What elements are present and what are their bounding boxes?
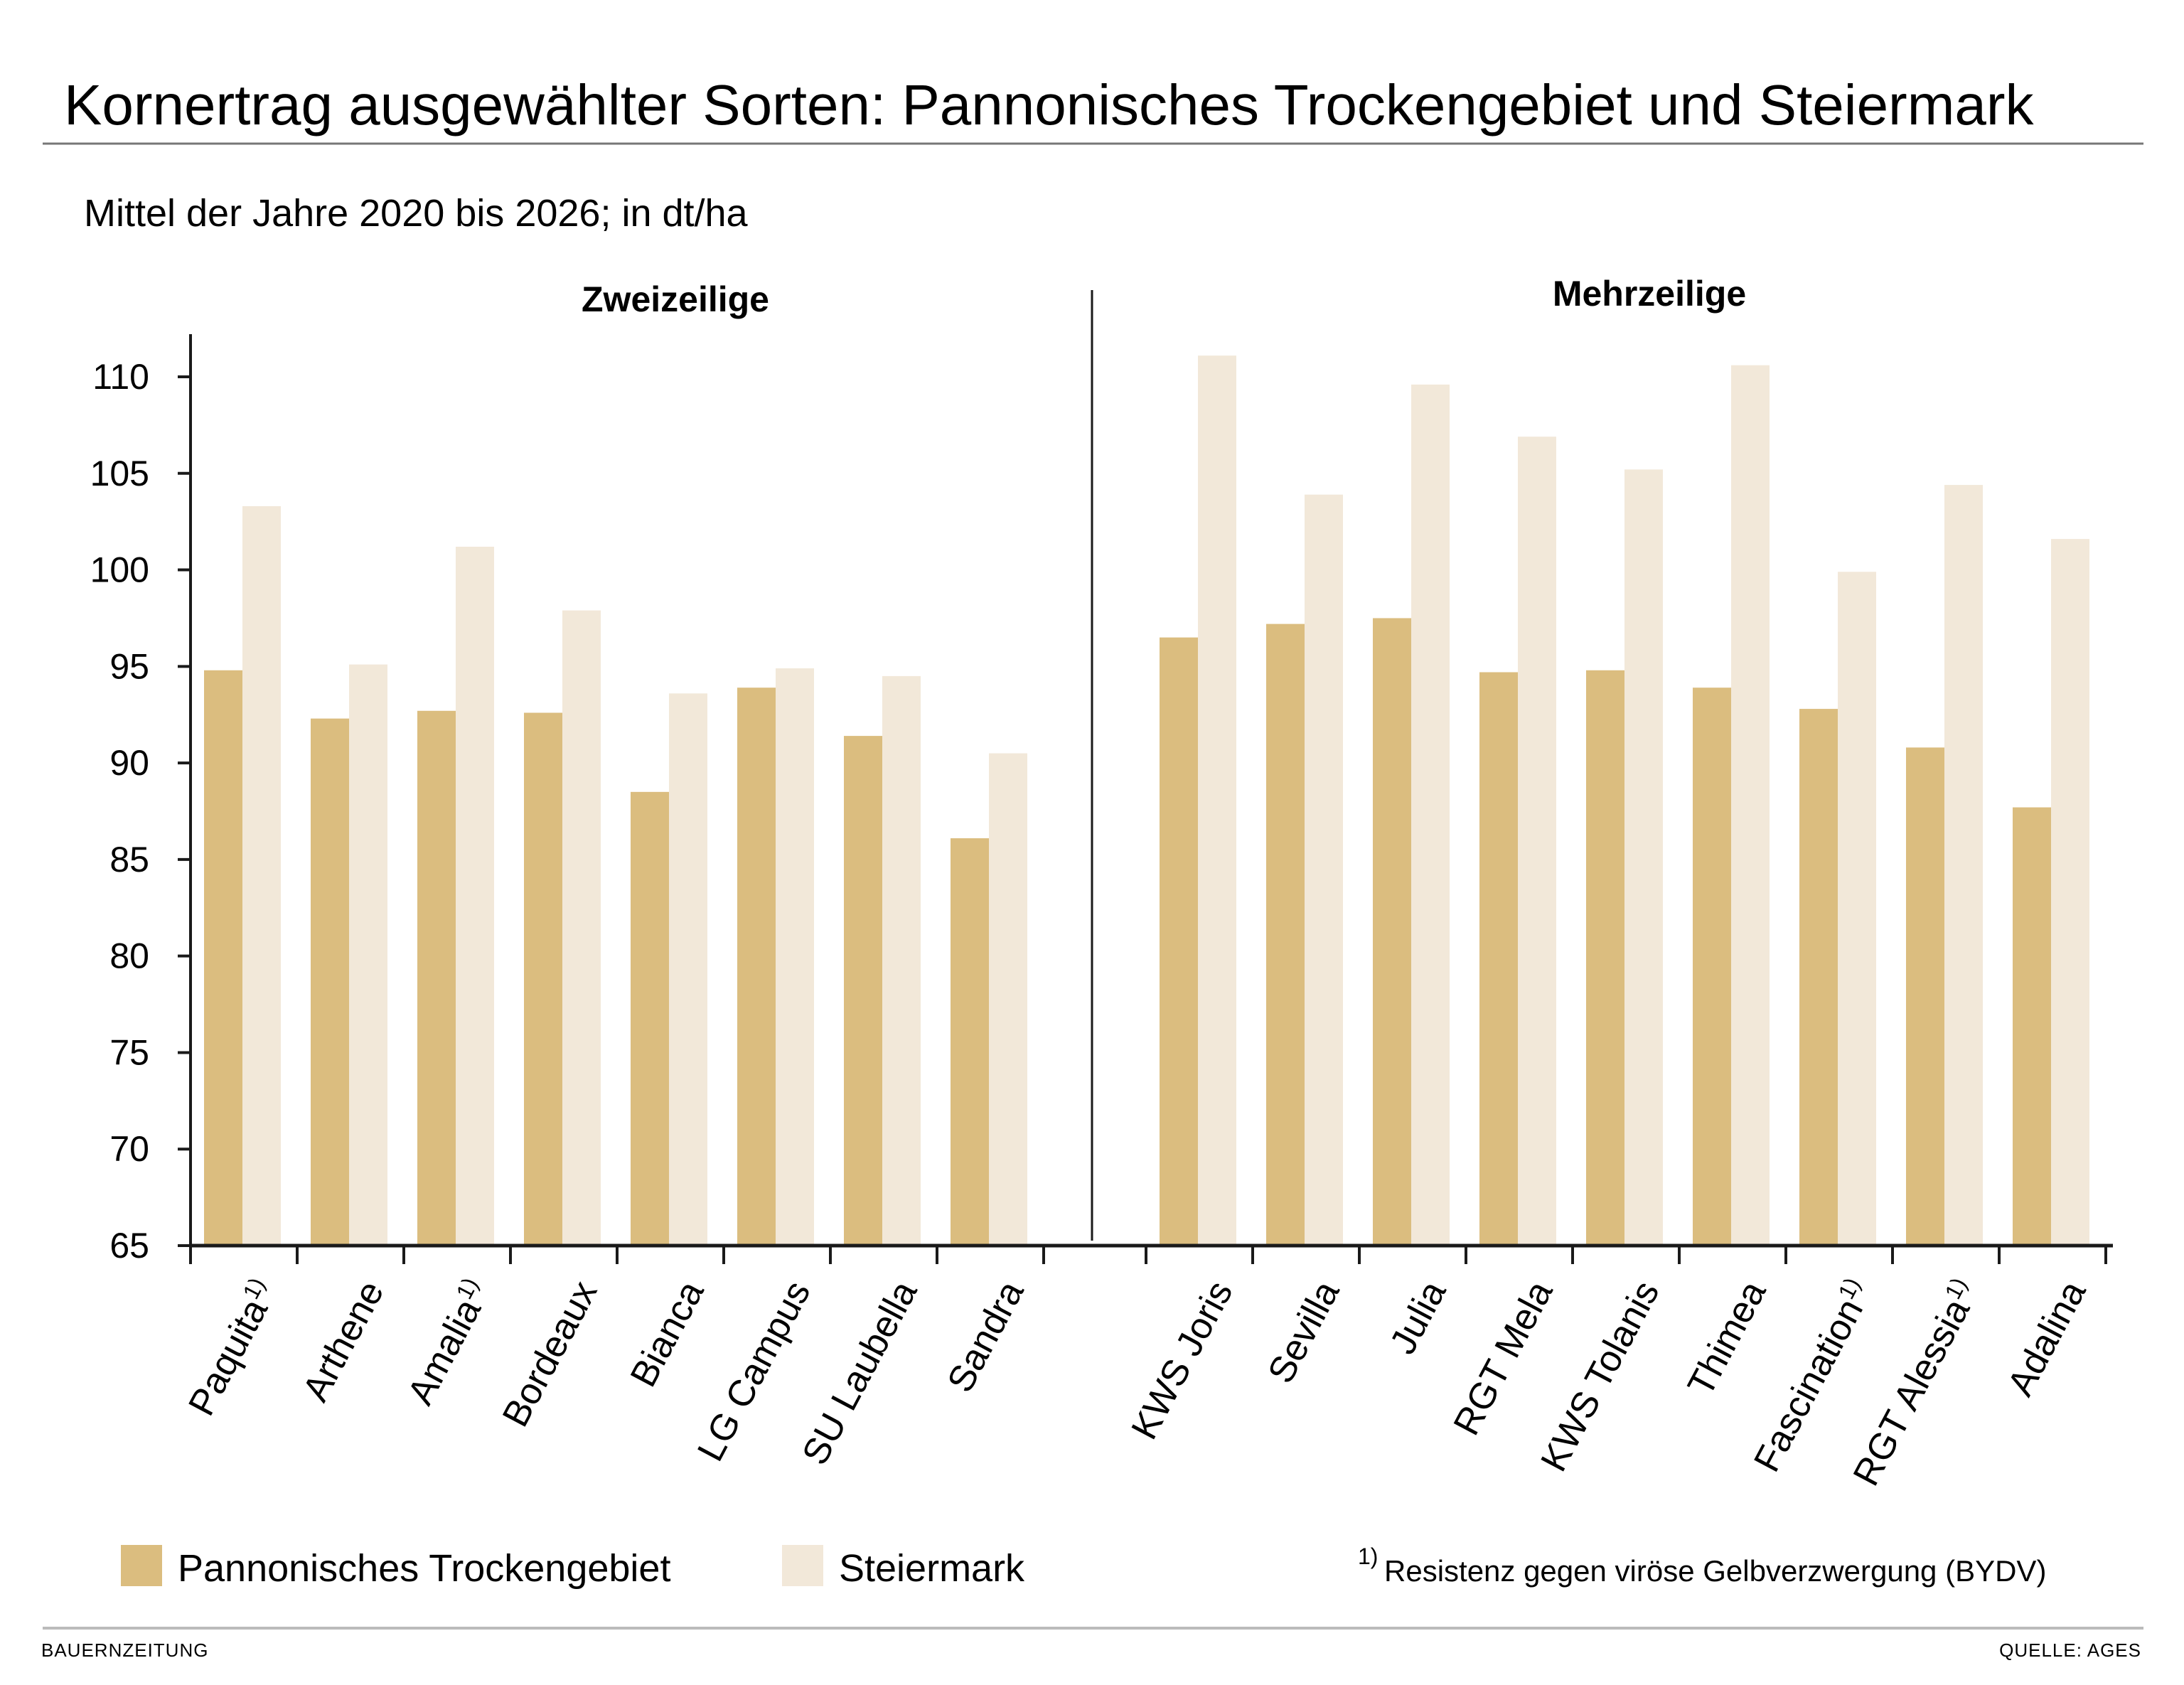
x-category-label: SU Laubella bbox=[794, 1274, 925, 1471]
bar-steiermark bbox=[1198, 355, 1236, 1246]
bar-pannonisches bbox=[1586, 670, 1624, 1246]
group-label-mehrzeilige: Mehrzeilige bbox=[1553, 274, 1746, 314]
bar-pannonisches bbox=[1799, 709, 1838, 1246]
bar-pannonisches bbox=[951, 838, 989, 1246]
y-tick-label: 85 bbox=[109, 840, 149, 879]
legend-label-steiermark: Steiermark bbox=[839, 1547, 1025, 1590]
bar-steiermark bbox=[1838, 572, 1876, 1246]
chart-subtitle: Mittel der Jahre 2020 bis 2026; in dt/ha bbox=[84, 192, 749, 235]
x-category-label: Arthene bbox=[295, 1274, 392, 1408]
bar-pannonisches bbox=[311, 718, 349, 1246]
bar-pannonisches bbox=[1266, 624, 1305, 1246]
bar-steiermark bbox=[669, 693, 707, 1246]
bar-steiermark bbox=[1411, 384, 1450, 1246]
x-category-label: Amalia1) bbox=[398, 1273, 499, 1411]
x-category-label: Paquita1) bbox=[179, 1273, 286, 1422]
footnote-mark: 1) bbox=[451, 1273, 483, 1303]
bars bbox=[204, 355, 2089, 1246]
bar-steiermark bbox=[2051, 539, 2089, 1246]
y-tick-label: 100 bbox=[90, 550, 149, 590]
bar-steiermark bbox=[882, 675, 921, 1246]
bar-steiermark bbox=[456, 546, 494, 1246]
bar-pannonisches bbox=[631, 791, 669, 1246]
bar-steiermark bbox=[1731, 365, 1770, 1246]
bar-pannonisches bbox=[524, 712, 562, 1246]
bar-steiermark bbox=[1518, 437, 1556, 1246]
footer-publisher: BAUERNZEITUNG bbox=[41, 1639, 208, 1661]
footnote-mark: 1) bbox=[237, 1273, 269, 1303]
x-category-label: Sandra bbox=[940, 1274, 1032, 1398]
y-tick-label: 80 bbox=[109, 936, 149, 976]
legend-swatch-steiermark bbox=[782, 1545, 823, 1586]
footnote-text: Resistenz gegen viröse Gelbverzwergung (… bbox=[1384, 1554, 2046, 1588]
footnote-mark: 1) bbox=[1939, 1273, 1971, 1303]
x-category-label: Bianca bbox=[623, 1274, 712, 1394]
bar-steiermark bbox=[1305, 494, 1343, 1246]
y-tick-label: 75 bbox=[109, 1032, 149, 1072]
y-tick-label: 105 bbox=[90, 454, 149, 493]
bar-pannonisches bbox=[1373, 618, 1411, 1246]
bar-pannonisches bbox=[204, 670, 242, 1246]
x-category-label: RGT Mela bbox=[1446, 1274, 1561, 1442]
y-axis: 65 70 75 80 85 90 95 100 105 110 bbox=[90, 334, 192, 1266]
bar-steiermark bbox=[562, 610, 601, 1246]
x-category-label: LG Campus bbox=[690, 1274, 818, 1467]
bar-pannonisches bbox=[737, 688, 776, 1246]
y-tick-label: 90 bbox=[109, 743, 149, 783]
group-label-zweizeilige: Zweizeilige bbox=[582, 279, 769, 319]
footnote-mark: 1) bbox=[1833, 1273, 1865, 1303]
x-axis-labels: Paquita1) Arthene Amalia1) Bordeaux BiancaLG… bbox=[179, 1273, 2094, 1492]
legend: Pannonisches Trockengebiet Steiermark bbox=[121, 1545, 1025, 1590]
x-category-label: Julia bbox=[1382, 1274, 1454, 1361]
footer-source: QUELLE: AGES bbox=[1999, 1639, 2141, 1661]
bar-pannonisches bbox=[1160, 637, 1198, 1246]
y-tick-label: 110 bbox=[92, 357, 149, 397]
bar-steiermark bbox=[776, 668, 814, 1246]
x-category-label: KWS Joris bbox=[1123, 1274, 1241, 1446]
x-category-label: RGT Alessia1) bbox=[1843, 1273, 1987, 1492]
x-axis bbox=[189, 1243, 2113, 1264]
y-tick-label: 70 bbox=[109, 1129, 149, 1169]
bar-pannonisches bbox=[417, 710, 456, 1246]
bar-pannonisches bbox=[1693, 688, 1731, 1246]
bar-steiermark bbox=[349, 664, 387, 1246]
y-tick-label: 95 bbox=[109, 646, 149, 686]
legend-swatch-pannonisches bbox=[121, 1545, 162, 1586]
bar-steiermark bbox=[989, 753, 1027, 1246]
x-category-label: Thimea bbox=[1680, 1274, 1774, 1402]
bar-steiermark bbox=[242, 506, 281, 1246]
bar-pannonisches bbox=[844, 736, 882, 1246]
x-category-label: Adalina bbox=[2000, 1274, 2094, 1402]
x-category-label: Sevilla bbox=[1260, 1274, 1347, 1390]
y-tick-label: 65 bbox=[109, 1226, 149, 1266]
bar-pannonisches bbox=[1479, 672, 1518, 1246]
legend-label-pannonisches: Pannonisches Trockengebiet bbox=[178, 1547, 670, 1590]
bar-pannonisches bbox=[1906, 747, 1944, 1246]
chart-title: Kornertrag ausgewählter Sorten: Pannonis… bbox=[64, 73, 2034, 137]
bar-steiermark bbox=[1624, 469, 1663, 1246]
footnote-mark: 1) bbox=[1358, 1544, 1378, 1569]
bar-steiermark bbox=[1944, 485, 1983, 1246]
x-category-label: Bordeaux bbox=[495, 1274, 606, 1433]
bar-pannonisches bbox=[2013, 807, 2051, 1246]
footnote: 1) Resistenz gegen viröse Gelbverzwergun… bbox=[1358, 1544, 2046, 1588]
